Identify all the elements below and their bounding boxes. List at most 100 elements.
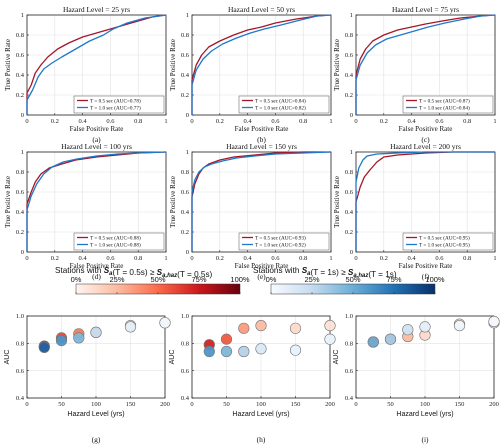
colorbar-title-part: a	[307, 271, 311, 277]
panel-title: Hazard Level = 50 yrs	[228, 5, 295, 14]
y-tick-label: 0	[21, 249, 24, 256]
y-tick-label: 0.6	[345, 368, 354, 375]
y-tick-label: 1	[21, 149, 24, 156]
colorbar-title-part: Stations with	[55, 266, 104, 275]
panel-label: (a)	[92, 135, 101, 144]
x-tick-label: 0	[25, 255, 28, 262]
y-tick-label: 0.2	[345, 229, 353, 236]
y-tick-label: 0	[21, 112, 24, 119]
x-tick-label: 1	[329, 118, 332, 125]
y-tick-label: 0.6	[181, 368, 190, 375]
y-tick-label: 1.0	[181, 313, 189, 320]
panel-label: (b)	[257, 135, 266, 144]
scatter-point-t10	[220, 345, 233, 358]
scatter-panel-i: 0 50 100 150 200 0.4 0.6 0.8 1.0 Hazard Level (yr…	[333, 313, 500, 444]
legend-box	[238, 95, 330, 114]
y-tick-label: 0.4	[345, 209, 354, 216]
x-tick-label: 0	[190, 401, 193, 408]
x-axis-label: False Positive Rate	[399, 262, 453, 270]
colorbar-tick-label: 0%	[71, 275, 82, 284]
colorbar-tick-label: 25%	[109, 275, 124, 284]
colorbar-title-part: a,haz	[353, 273, 368, 279]
x-tick-label: 0	[354, 118, 357, 125]
y-tick-label: 0.2	[181, 92, 189, 99]
x-tick-label: 0	[190, 118, 193, 125]
x-axis-label: Hazard Level (yrs)	[67, 411, 124, 418]
panel-title: Hazard Level = 100 yrs	[61, 142, 132, 151]
y-axis-label: AUC	[169, 350, 176, 365]
legend-entry: T = 1.0 sec (AUC=0.77)	[90, 105, 141, 112]
x-tick-label: 50	[223, 401, 230, 408]
legend: T = 0.5 sec (AUC=0.95)T = 1.0 sec (AUC=0…	[402, 232, 494, 251]
y-tick-label: 0.6	[181, 189, 190, 196]
scatter-point-t10	[238, 345, 250, 358]
x-tick-label: 1	[493, 118, 496, 125]
x-tick-label: 100	[256, 401, 266, 408]
x-tick-label: 0.8	[463, 118, 471, 125]
legend-box	[402, 232, 494, 251]
scatter-point-t05	[238, 322, 250, 334]
y-tick-label: 0.4	[16, 209, 25, 216]
y-tick-label: 0.8	[181, 32, 189, 39]
y-tick-label: 0	[350, 112, 353, 119]
x-tick-label: 0.2	[51, 118, 59, 125]
y-tick-label: 0.4	[181, 209, 190, 216]
scatter-point-t05	[220, 333, 233, 345]
plot-frame	[26, 151, 167, 253]
panel-label: (g)	[92, 435, 101, 444]
scatter-point-t10	[453, 320, 466, 332]
y-tick-label: 1	[186, 12, 189, 19]
roc-curve-t05	[26, 14, 167, 115]
plot-frame	[355, 315, 495, 399]
y-tick-label: 1.0	[16, 313, 24, 320]
legend-entry: T = 1.0 sec (AUC=0.92)	[255, 242, 306, 249]
x-tick-label: 0	[190, 255, 193, 262]
x-tick-label: 0.2	[216, 255, 224, 262]
scatter-point-t10	[419, 321, 431, 333]
x-axis-label: False Positive Rate	[399, 125, 453, 133]
panel-title: Hazard Level = 150 yrs	[226, 142, 297, 151]
colorbar-tick-label: 75%	[191, 275, 206, 284]
scatter-point-t05	[324, 320, 336, 332]
panel-title: Hazard Level = 75 yrs	[392, 5, 459, 14]
y-tick-label: 0.8	[345, 169, 353, 176]
y-tick-label: 0.4	[16, 72, 25, 79]
x-tick-label: 50	[387, 401, 394, 408]
scatter-point-t10	[90, 326, 102, 339]
y-tick-label: 0.6	[181, 52, 190, 59]
colorbar-title-part: S	[302, 266, 308, 275]
legend-box	[73, 95, 165, 114]
scatter-point-t10	[159, 317, 171, 329]
scatter-panel-h: 0 50 100 150 200 0.4 0.6 0.8 1.0 Hazard Level (yr…	[169, 313, 336, 444]
y-tick-label: 0.8	[181, 169, 189, 176]
panel-title: Hazard Level = 25 yrs	[63, 5, 130, 14]
colorbar-tick-label: 50%	[345, 275, 360, 284]
roc-panel-e: 0 0.2 0.4 0.6 0.8 1 0 0.2 0.4 0.6 0.8 1 False Positi…	[169, 142, 333, 281]
legend: T = 0.5 sec (AUC=0.88)T = 1.0 sec (AUC=0…	[73, 232, 165, 251]
plot-frame	[191, 315, 331, 399]
x-axis-label: Hazard Level (yrs)	[232, 411, 289, 418]
colorbar-tick-label: 0%	[266, 275, 277, 284]
panel-label: (i)	[421, 435, 429, 444]
legend: T = 0.5 sec (AUC=0.78)T = 1.0 sec (AUC=0…	[73, 95, 165, 114]
x-tick-label: 1	[164, 118, 167, 125]
y-tick-label: 0.6	[345, 52, 354, 59]
legend-box	[73, 232, 165, 251]
y-tick-label: 1.0	[345, 313, 353, 320]
legend-entry: T = 0.5 sec (AUC=0.95)	[419, 235, 470, 242]
legend-box	[402, 95, 494, 114]
legend-entry: T = 0.5 sec (AUC=0.87)	[419, 98, 470, 105]
y-tick-label: 0	[186, 112, 189, 119]
roc-panel-c: 0 0.2 0.4 0.6 0.8 1 0 0.2 0.4 0.6 0.8 1 False Positi…	[333, 5, 497, 144]
y-axis-label: True Positive Rate	[169, 176, 177, 228]
x-tick-label: 1	[329, 255, 332, 262]
scatter-point-t10	[488, 315, 500, 328]
y-tick-label: 0.2	[16, 92, 24, 99]
y-tick-label: 0.8	[345, 341, 353, 348]
y-axis-label: AUC	[333, 350, 340, 365]
scatter-point-t05	[255, 320, 267, 332]
colorbars-group: Stations with Sa(T = 0.5s) ≥ Sa,haz(T = …	[55, 266, 445, 295]
x-tick-label: 0.2	[380, 255, 388, 262]
x-tick-label: 0	[25, 118, 28, 125]
plot-frame	[26, 315, 166, 399]
